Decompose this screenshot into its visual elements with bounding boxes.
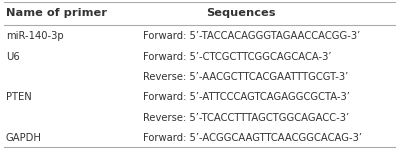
Text: Name of primer: Name of primer xyxy=(6,8,107,18)
Text: Forward: 5’-TACCACAGGGTAGAACCACGG-3’: Forward: 5’-TACCACAGGGTAGAACCACGG-3’ xyxy=(143,31,360,41)
Text: GAPDH: GAPDH xyxy=(6,133,42,143)
Text: PTEN: PTEN xyxy=(6,92,32,102)
Text: Reverse: 5’-AACGCTTCACGAATTTGCGT-3’: Reverse: 5’-AACGCTTCACGAATTTGCGT-3’ xyxy=(143,72,348,82)
Text: Reverse: 5’-TCACCTTTAGCTGGCAGACC-3’: Reverse: 5’-TCACCTTTAGCTGGCAGACC-3’ xyxy=(143,113,349,123)
Text: U6: U6 xyxy=(6,51,20,61)
Text: miR-140-3p: miR-140-3p xyxy=(6,31,64,41)
Text: Forward: 5’-CTCGCTTCGGCAGCACA-3’: Forward: 5’-CTCGCTTCGGCAGCACA-3’ xyxy=(143,51,332,61)
Text: Forward: 5’-ACGGCAAGTTCAACGGCACAG-3’: Forward: 5’-ACGGCAAGTTCAACGGCACAG-3’ xyxy=(143,133,362,143)
Text: Forward: 5’-ATTCCCAGTCAGAGGCGCTA-3’: Forward: 5’-ATTCCCAGTCAGAGGCGCTA-3’ xyxy=(143,92,350,102)
Text: Sequences: Sequences xyxy=(206,8,276,18)
